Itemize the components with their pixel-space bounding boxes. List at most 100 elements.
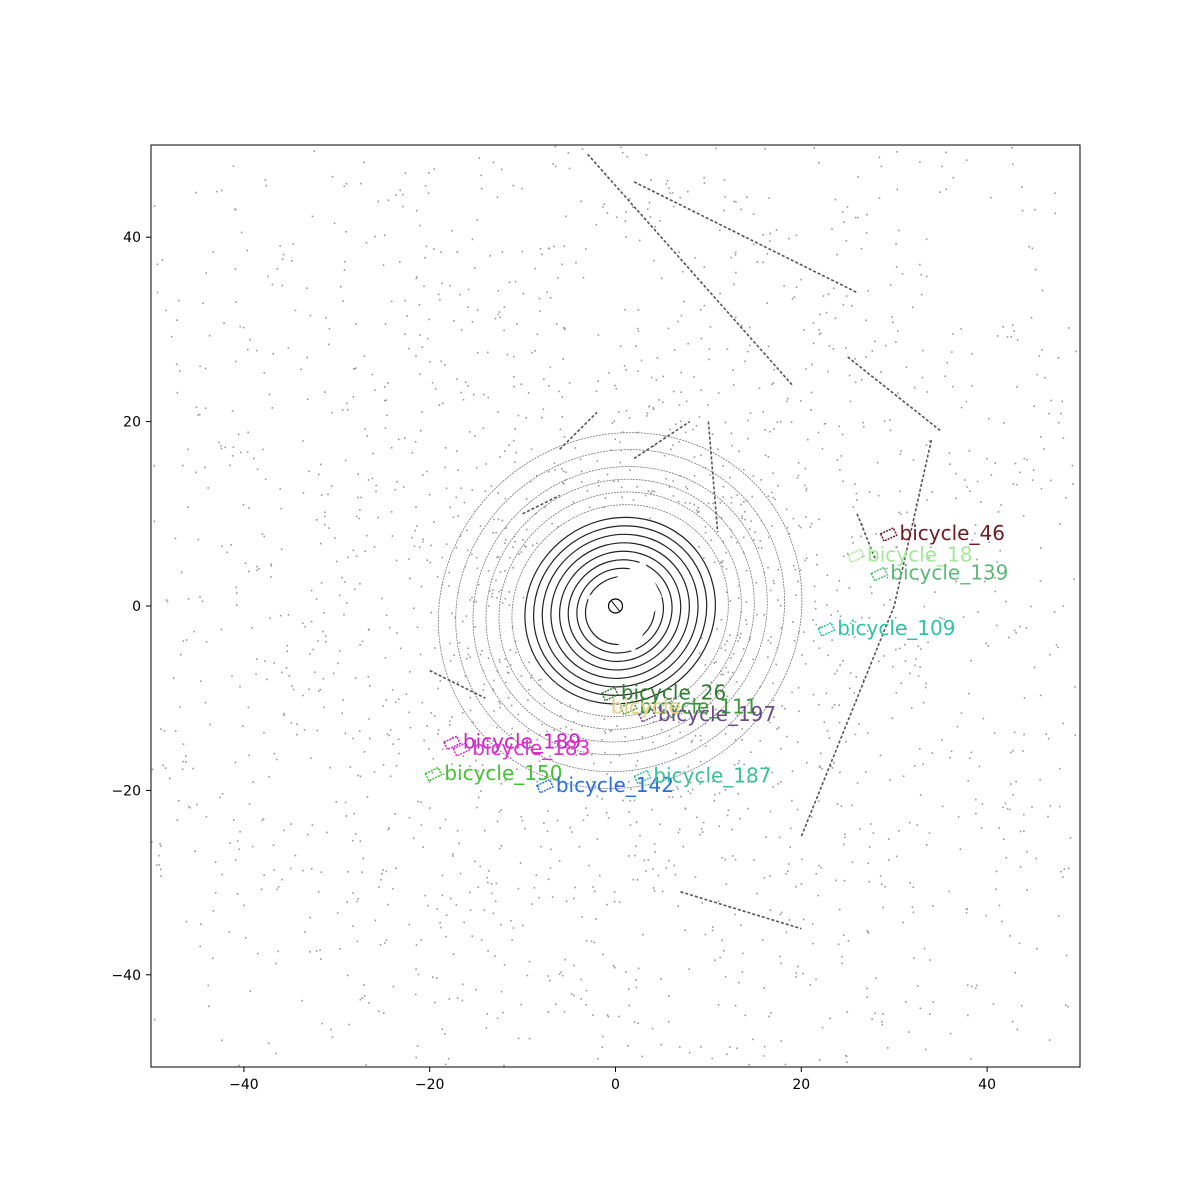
scan-point: [1041, 289, 1044, 292]
scan-point: [898, 830, 900, 832]
scan-point: [748, 528, 751, 530]
scan-point: [743, 510, 746, 513]
scan-point: [185, 920, 188, 923]
scan-point: [357, 473, 360, 476]
scan-point: [848, 634, 850, 636]
scan-point: [628, 1004, 631, 1007]
scan-point: [707, 404, 709, 406]
scan-point: [592, 762, 595, 765]
scan-point: [786, 870, 789, 872]
scan-point: [263, 535, 266, 538]
scan-point: [536, 738, 538, 741]
scan-point: [547, 470, 550, 473]
scan-point: [182, 640, 185, 642]
scan-point: [199, 923, 202, 926]
scan-point: [525, 546, 527, 548]
scan-point: [215, 190, 218, 193]
scan-point: [797, 741, 799, 743]
scan-point: [234, 268, 237, 270]
scan-point: [831, 767, 834, 769]
scan-point: [286, 650, 289, 653]
scan-point: [791, 298, 794, 300]
scan-point: [752, 658, 755, 661]
scan-point: [451, 229, 453, 232]
scan-point: [547, 878, 550, 881]
scan-point: [898, 511, 900, 514]
scan-point: [704, 466, 707, 469]
scan-point: [812, 322, 815, 324]
scan-point: [495, 882, 498, 885]
scan-point: [740, 611, 743, 613]
scan-point: [562, 482, 564, 484]
scan-point: [264, 478, 267, 481]
scan-point: [1058, 805, 1061, 808]
scan-point: [860, 616, 863, 619]
scan-point: [682, 270, 684, 273]
scan-point: [812, 619, 814, 621]
scan-point: [768, 197, 770, 199]
scan-point: [182, 743, 185, 745]
scan-point: [536, 780, 538, 783]
scan-point: [511, 727, 513, 730]
scan-point: [821, 447, 824, 450]
scan-point: [722, 485, 725, 488]
scan-point: [678, 441, 680, 443]
scan-point: [491, 592, 494, 595]
scan-point: [525, 528, 528, 531]
scan-point: [247, 570, 250, 573]
scan-point: [791, 691, 793, 694]
scan-point: [741, 952, 744, 955]
scan-point: [381, 597, 383, 600]
scan-point: [476, 567, 479, 570]
scan-point: [619, 345, 622, 348]
scan-point: [436, 576, 439, 578]
scan-point: [779, 420, 782, 423]
scan-point: [874, 1012, 876, 1015]
scan-point: [740, 503, 742, 506]
scan-point: [946, 529, 949, 532]
scan-point: [630, 788, 632, 791]
scan-point: [560, 702, 562, 704]
scan-point: [368, 685, 371, 687]
scan-point: [483, 393, 485, 396]
scan-point: [652, 720, 655, 723]
scan-point: [525, 498, 528, 500]
scan-point: [848, 586, 850, 589]
scan-point: [870, 823, 872, 825]
scan-point: [997, 533, 1000, 535]
scan-point: [759, 539, 762, 542]
scan-point: [474, 860, 476, 863]
scan-point: [738, 450, 740, 453]
scan-point: [878, 197, 881, 199]
scan-point: [364, 995, 366, 997]
scan-point: [702, 696, 704, 699]
scan-point: [939, 191, 941, 193]
scan-point: [791, 770, 794, 772]
scan-point: [769, 642, 772, 644]
scan-point: [965, 400, 968, 403]
scan-point: [635, 345, 637, 347]
scan-point: [767, 455, 770, 458]
scan-point: [703, 557, 705, 559]
scan-point: [700, 777, 703, 779]
scan-point: [995, 870, 998, 873]
scan-point: [436, 908, 438, 910]
scan-point: [673, 349, 676, 351]
scan-point: [342, 300, 344, 302]
scan-point: [817, 800, 820, 802]
scan-point: [726, 640, 728, 642]
scan-point: [1048, 412, 1050, 415]
scan-point: [649, 517, 651, 520]
scan-point: [1028, 245, 1030, 248]
scan-point: [618, 1015, 620, 1018]
scan-point: [746, 196, 748, 199]
scan-point: [854, 358, 856, 360]
scan-point: [364, 550, 367, 552]
scan-point: [897, 330, 899, 332]
scan-point: [1032, 469, 1035, 471]
scan-point: [504, 779, 507, 782]
scan-point: [561, 974, 564, 977]
scan-point: [487, 570, 490, 572]
scan-point: [870, 592, 873, 594]
scan-point: [866, 930, 869, 932]
